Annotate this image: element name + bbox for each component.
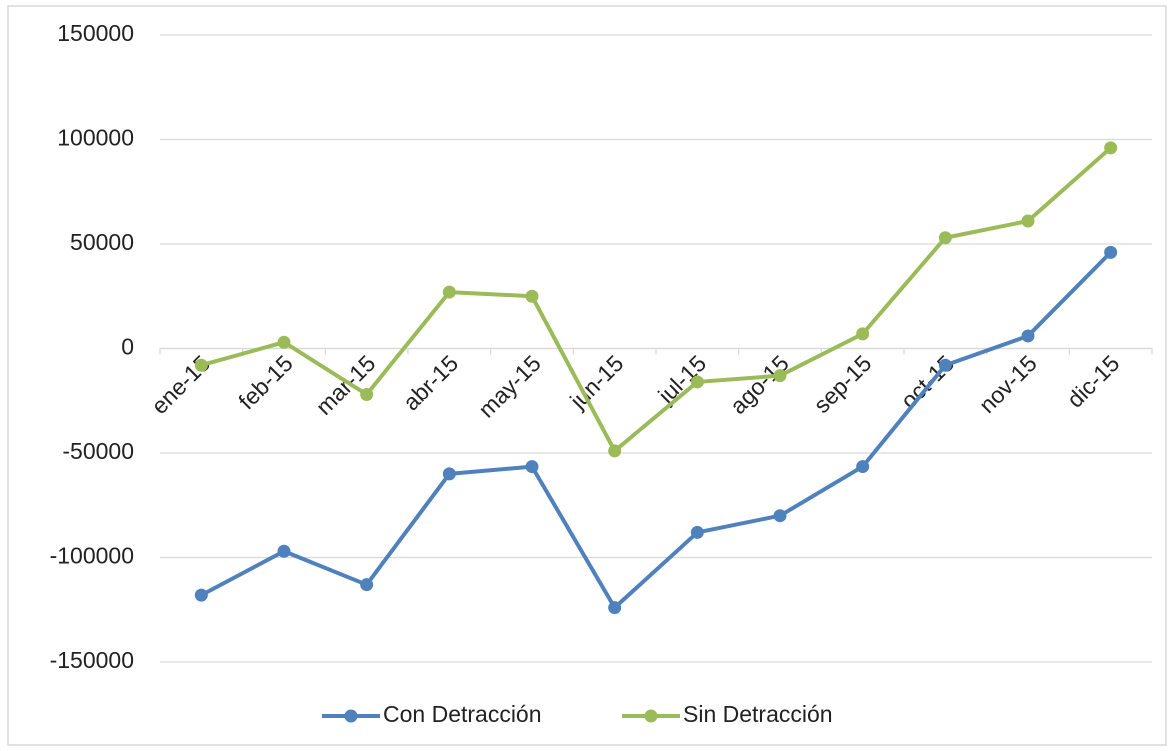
y-tick-label: -100000 — [50, 543, 134, 569]
series-marker — [525, 460, 539, 474]
legend-marker — [644, 709, 658, 723]
y-tick-label: -150000 — [50, 647, 134, 673]
series-line — [200, 250, 1113, 610]
legend-label: Con Detracción — [383, 701, 542, 727]
series-marker — [277, 544, 291, 558]
series-marker — [773, 369, 787, 383]
series-line — [200, 146, 1112, 453]
legend-label: Sin Detracción — [683, 701, 833, 727]
y-tick-label: -50000 — [62, 438, 134, 464]
y-tick-label: 100000 — [57, 125, 134, 151]
chart-border — [7, 5, 1167, 746]
series-marker — [525, 289, 539, 303]
series-marker — [360, 387, 374, 401]
series-marker — [1104, 245, 1118, 259]
series-marker — [1021, 214, 1035, 228]
series-marker — [690, 525, 704, 539]
series-marker — [360, 578, 374, 592]
series-marker — [773, 509, 787, 523]
series-marker — [1104, 141, 1118, 155]
series-marker — [856, 327, 870, 341]
series-marker — [442, 467, 456, 481]
series-marker — [608, 601, 622, 615]
series-marker — [442, 285, 456, 299]
series-marker — [690, 375, 704, 389]
series-marker — [194, 588, 208, 602]
series-marker — [1021, 329, 1035, 343]
legend-marker — [344, 709, 358, 723]
y-tick-label: 150000 — [57, 20, 134, 46]
series-marker — [856, 460, 870, 474]
series-marker — [938, 231, 952, 245]
series-marker — [938, 358, 952, 372]
series-marker — [194, 358, 208, 372]
y-tick-label: 0 — [121, 334, 134, 360]
y-tick-label: 50000 — [70, 229, 134, 255]
series-marker — [608, 444, 622, 458]
series-marker — [277, 335, 291, 349]
